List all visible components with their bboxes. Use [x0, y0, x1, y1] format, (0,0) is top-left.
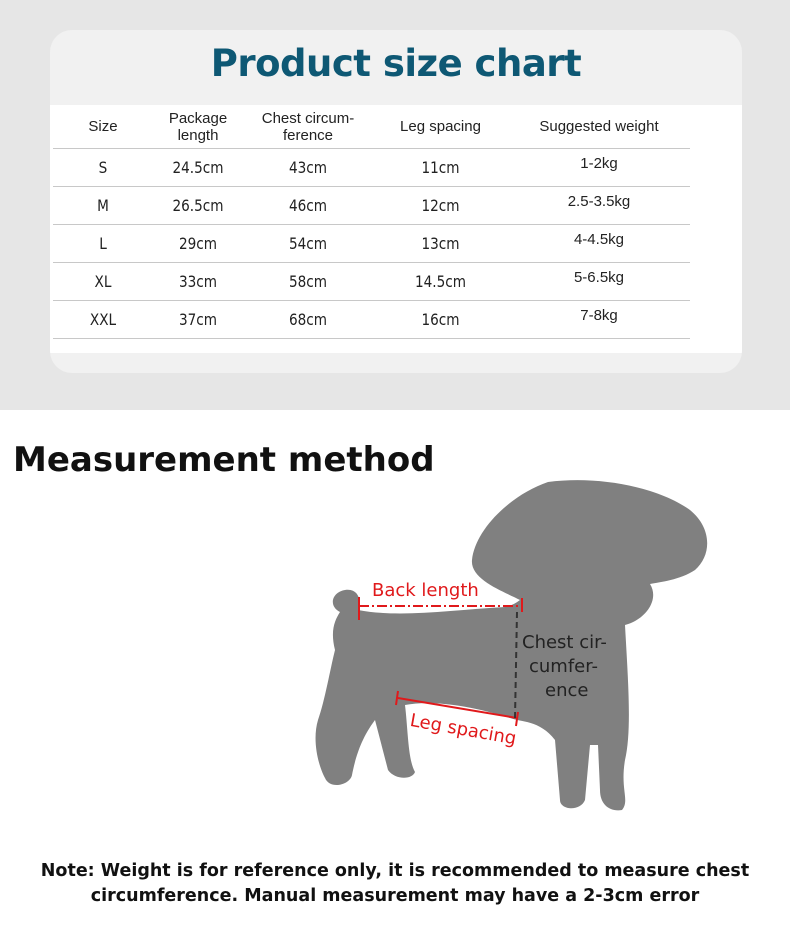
header-leg-spacing: Leg spacing: [373, 105, 508, 149]
cell-size: L: [60, 224, 146, 263]
cell-size: S: [60, 148, 146, 187]
size-table: Size Package length Chest circum-ference…: [53, 105, 690, 339]
cell-leg-spacing: 16cm: [383, 300, 498, 339]
cell-package-length: 37cm: [159, 300, 237, 339]
header-size: Size: [53, 105, 153, 149]
cell-leg-spacing: 12cm: [383, 186, 498, 225]
cell-package-length: 29cm: [159, 224, 237, 263]
chest-label-line1: Chest cir-: [522, 632, 607, 653]
leg-spacing-marker: [395, 690, 519, 727]
cell-size: M: [60, 186, 146, 225]
table-row: XXL 37cm 68cm 16cm 7-8kg: [53, 300, 690, 339]
size-chart-title: Product size chart: [210, 42, 582, 85]
table-row: L 29cm 54cm 13cm 4-4.5kg: [53, 224, 690, 263]
cell-chest: 54cm: [252, 224, 364, 263]
cell-leg-spacing: 13cm: [383, 224, 498, 263]
back-length-marker: [358, 597, 523, 620]
cell-weight: 7-8kg: [508, 300, 690, 339]
header-chest: Chest circum-ference: [243, 105, 373, 149]
measurement-heading: Measurement method: [13, 440, 435, 480]
cell-weight: 4-4.5kg: [508, 224, 690, 263]
cell-chest: 58cm: [252, 262, 364, 301]
table-row: M 26.5cm 46cm 12cm 2.5-3.5kg: [53, 186, 690, 225]
cell-size: XL: [60, 262, 146, 301]
table-row: XL 33cm 58cm 14.5cm 5-6.5kg: [53, 262, 690, 301]
chest-label-line2: cumfer-: [529, 656, 598, 677]
header-weight: Suggested weight: [508, 105, 690, 149]
cell-chest: 43cm: [252, 148, 364, 187]
cell-weight: 2.5-3.5kg: [508, 186, 690, 225]
cell-weight: 1-2kg: [508, 148, 690, 187]
note-line-1: Note: Weight is for reference only, it i…: [40, 861, 750, 881]
table-header-row: Size Package length Chest circum-ference…: [53, 105, 690, 149]
cell-leg-spacing: 11cm: [383, 148, 498, 187]
note-line-2: circumference. Manual measurement may ha…: [90, 886, 700, 906]
cell-package-length: 26.5cm: [159, 186, 237, 225]
chest-marker: [514, 611, 518, 719]
cell-chest: 68cm: [252, 300, 364, 339]
dog-silhouette: [315, 480, 708, 811]
cell-leg-spacing: 14.5cm: [383, 262, 498, 301]
table-row: S 24.5cm 43cm 11cm 1-2kg: [53, 148, 690, 187]
back-length-label: Back length: [372, 580, 479, 601]
chest-label-line3: ence: [545, 680, 589, 701]
cell-weight: 5-6.5kg: [508, 262, 690, 301]
cell-package-length: 24.5cm: [159, 148, 237, 187]
size-table-area: Size Package length Chest circum-ference…: [50, 105, 742, 353]
header-package-length: Package length: [153, 105, 243, 149]
cell-package-length: 33cm: [159, 262, 237, 301]
cell-size: XXL: [60, 300, 146, 339]
note: Note: Weight is for reference only, it i…: [0, 859, 790, 909]
cell-chest: 46cm: [252, 186, 364, 225]
size-chart-card: Product size chart Size Package length C…: [50, 30, 742, 373]
